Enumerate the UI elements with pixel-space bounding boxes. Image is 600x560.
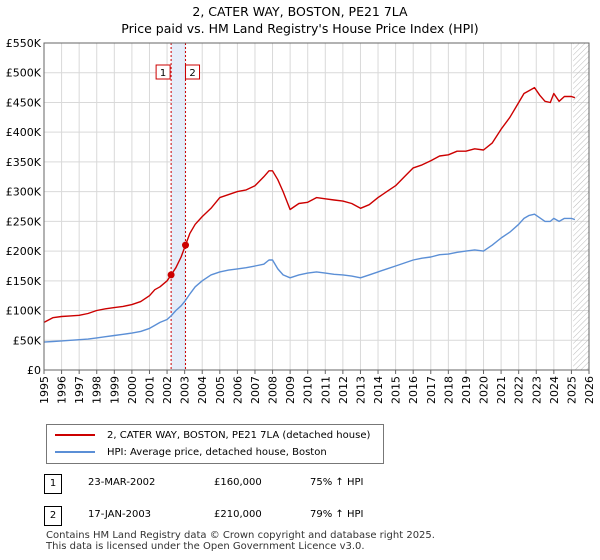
x-tick-label: 2006	[231, 376, 244, 404]
x-tick-label: 2003	[179, 376, 192, 404]
x-tick-label: 2016	[407, 376, 420, 404]
transaction-price: £160,000	[214, 477, 262, 488]
y-tick-label: £350K	[6, 156, 42, 169]
x-tick-label: 2012	[337, 376, 350, 404]
y-tick-label: £250K	[6, 215, 42, 228]
x-tick-label: 2009	[284, 376, 297, 404]
legend: 2, CATER WAY, BOSTON, PE21 7LA (detached…	[46, 424, 384, 464]
transaction-number: 1	[44, 474, 62, 494]
hpi-line	[43, 213, 576, 343]
y-tick-label: £200K	[6, 245, 42, 258]
y-tick-label: £500K	[6, 67, 42, 80]
plot-frame	[43, 42, 590, 371]
legend-item-hpi: HPI: Average price, detached house, Bost…	[55, 444, 327, 460]
property-price-line	[43, 86, 576, 324]
x-tick-label: 1995	[38, 376, 51, 404]
x-tick-label: 1996	[56, 376, 69, 404]
transaction-number: 2	[44, 506, 62, 526]
chart-subtitle: Price paid vs. HM Land Registry's House …	[121, 21, 479, 36]
x-tick-label: 2014	[372, 376, 385, 404]
y-tick-label: £450K	[6, 96, 42, 109]
plot-area	[44, 43, 589, 370]
forecast-hatch	[573, 43, 589, 370]
y-tick-label: £100K	[6, 305, 42, 318]
x-tick-label: 2020	[478, 376, 491, 404]
x-tick-label: 2021	[495, 376, 508, 404]
transaction-label: 1	[160, 68, 166, 79]
transaction-label-box	[185, 64, 201, 80]
x-tick-label: 1999	[108, 376, 121, 404]
x-tick-label: 2008	[267, 376, 280, 404]
x-tick-label: 2024	[548, 376, 561, 404]
y-tick-label: £50K	[13, 334, 42, 347]
transaction-date: 23-MAR-2002	[88, 477, 156, 488]
x-tick-label: 2026	[583, 376, 596, 404]
transaction-point	[167, 271, 175, 279]
transaction-point	[182, 241, 190, 249]
x-tick-label: 2001	[143, 376, 156, 404]
x-tick-label: 2000	[126, 376, 139, 404]
x-tick-label: 2015	[390, 376, 403, 404]
x-tick-label: 2010	[302, 376, 315, 404]
legend-swatch-property	[55, 434, 95, 436]
footer-licence: This data is licensed under the Open Gov…	[46, 541, 365, 552]
x-tick-label: 2011	[319, 376, 332, 404]
x-tick-label: 2007	[249, 376, 262, 404]
transaction-band	[171, 43, 186, 370]
x-tick-label: 1997	[73, 376, 86, 404]
legend-item-property: 2, CATER WAY, BOSTON, PE21 7LA (detached…	[55, 427, 370, 443]
transaction-label: 2	[189, 68, 195, 79]
y-tick-label: £150K	[6, 275, 42, 288]
line-chart: £0 £50K £100K £150K £200K £250K £300K £350K £400…	[6, 37, 596, 404]
x-tick-label: 1998	[91, 376, 104, 404]
transaction-hpi: 79% ↑ HPI	[310, 509, 364, 520]
transaction-label-box	[155, 64, 171, 80]
legend-swatch-hpi	[55, 451, 95, 453]
transaction-date: 17-JAN-2003	[88, 509, 152, 520]
x-tick-label: 2017	[425, 376, 438, 404]
x-tick-label: 2004	[196, 376, 209, 404]
footer-copyright: Contains HM Land Registry data © Crown c…	[46, 530, 435, 541]
x-tick-label: 2018	[442, 376, 455, 404]
y-tick-label: £300K	[6, 186, 42, 199]
chart-title: 2, CATER WAY, BOSTON, PE21 7LA	[192, 4, 408, 19]
x-tick-label: 2025	[565, 376, 578, 404]
transaction-price: £210,000	[214, 509, 262, 520]
legend-label-hpi: HPI: Average price, detached house, Bost…	[107, 446, 327, 458]
footer: Contains HM Land Registry data © Crown c…	[46, 530, 435, 552]
y-tick-label: £550K	[6, 37, 42, 50]
x-tick-label: 2023	[530, 376, 543, 404]
x-tick-label: 2022	[513, 376, 526, 404]
x-tick-label: 2002	[161, 376, 174, 404]
x-tick-label: 2013	[354, 376, 367, 404]
transaction-hpi: 75% ↑ HPI	[310, 477, 364, 488]
y-tick-label: £400K	[6, 126, 42, 139]
x-tick-label: 2005	[214, 376, 227, 404]
x-tick-label: 2019	[460, 376, 473, 404]
y-tick-label: £0	[27, 364, 41, 377]
legend-label-property: 2, CATER WAY, BOSTON, PE21 7LA (detached…	[107, 429, 371, 441]
